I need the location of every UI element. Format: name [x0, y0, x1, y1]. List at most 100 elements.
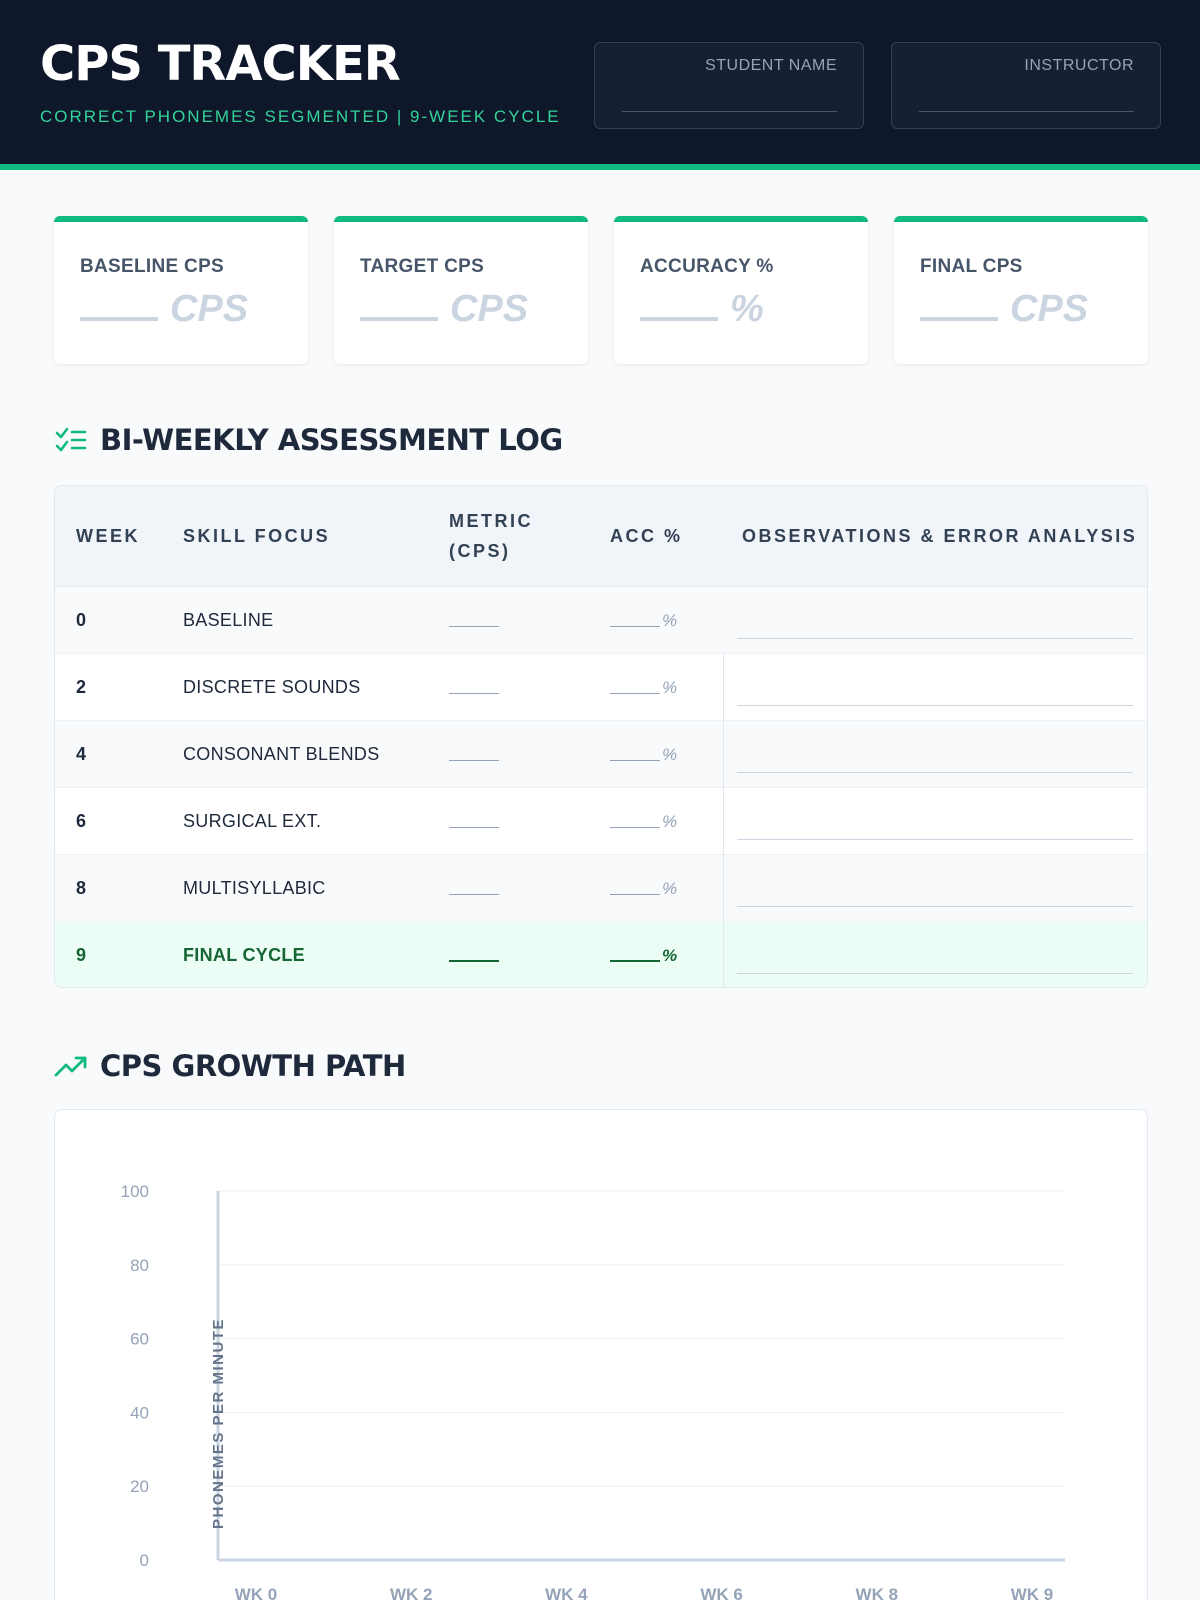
stat-card-accuracy: ACCURACY % % [614, 216, 868, 364]
column-header-skill: SKILL FOCUS [183, 526, 331, 546]
instructor-field[interactable]: INSTRUCTOR [891, 42, 1161, 129]
skill-cell: BASELINE [183, 610, 274, 630]
skill-cell: CONSONANT BLENDS [183, 744, 380, 764]
week-cell: 6 [76, 811, 87, 831]
x-tick-label: WK 6 [700, 1585, 743, 1600]
metric-input[interactable] [449, 855, 499, 922]
table-row: 6 SURGICAL EXT.% [55, 788, 1147, 855]
metric-blank[interactable] [449, 883, 499, 895]
stat-blank[interactable] [920, 289, 998, 321]
page-subtitle: CORRECT PHONEMES SEGMENTED | 9-WEEK CYCL… [40, 107, 561, 126]
metric-input[interactable] [449, 922, 499, 987]
section-title: BI-WEEKLY ASSESSMENT LOG [100, 423, 563, 457]
observations-input[interactable] [737, 705, 1133, 706]
stat-label: TARGET CPS [360, 256, 485, 277]
instructor-line [919, 111, 1134, 112]
accuracy-blank[interactable] [610, 883, 660, 895]
stat-unit: CPS [170, 288, 249, 330]
percent-sign: % [662, 610, 678, 630]
accuracy-blank[interactable] [610, 816, 660, 828]
accuracy-input[interactable]: % [610, 788, 677, 855]
accuracy-input[interactable]: % [610, 654, 677, 721]
metric-blank[interactable] [449, 950, 499, 962]
growth-path-heading: CPS GROWTH PATH [54, 1048, 406, 1084]
column-header-acc: ACC % [610, 526, 683, 546]
week-cell: 2 [76, 677, 87, 697]
observations-input[interactable] [737, 772, 1133, 773]
skill-cell: MULTISYLLABIC [183, 878, 326, 898]
stat-label: BASELINE CPS [80, 256, 225, 277]
table-row: 9 FINAL CYCLE% [55, 922, 1147, 987]
y-tick-label: 20 [130, 1477, 149, 1496]
column-header-metric: METRIC (CPS) [449, 506, 533, 566]
percent-sign: % [662, 878, 678, 898]
table-header: WEEK SKILL FOCUS METRIC (CPS) ACC % OBSE… [55, 486, 1147, 587]
accuracy-blank[interactable] [610, 682, 660, 694]
stat-value[interactable]: CPS [920, 288, 1088, 331]
observations-input[interactable] [737, 638, 1133, 639]
stat-value[interactable]: % [640, 288, 764, 331]
stat-blank[interactable] [640, 289, 718, 321]
metric-blank[interactable] [449, 615, 499, 627]
accuracy-input[interactable]: % [610, 721, 677, 788]
x-tick-label: WK 8 [856, 1585, 899, 1600]
stat-value[interactable]: CPS [80, 288, 248, 331]
growth-chart-panel: 100 80 60 40 20 0 PHONEMES PER MINUTE WK 0 WK 2 W… [54, 1109, 1148, 1600]
percent-sign: % [662, 945, 678, 965]
stat-unit: CPS [450, 288, 529, 330]
y-tick-label: 80 [130, 1256, 149, 1275]
x-tick-label: WK 0 [235, 1585, 278, 1600]
column-header-week: WEEK [76, 526, 140, 546]
assessment-log-heading: BI-WEEKLY ASSESSMENT LOG [54, 422, 563, 458]
trending-up-icon [54, 1056, 87, 1077]
metric-blank[interactable] [449, 749, 499, 761]
metric-input[interactable] [449, 587, 499, 654]
table-row: 8 MULTISYLLABIC% [55, 855, 1147, 922]
y-tick-label: 60 [130, 1330, 149, 1349]
accuracy-input[interactable]: % [610, 587, 677, 654]
stat-label: ACCURACY % [640, 256, 774, 277]
stat-blank[interactable] [360, 289, 438, 321]
metric-input[interactable] [449, 721, 499, 788]
x-tick-label: WK 9 [1011, 1585, 1054, 1600]
stat-value[interactable]: CPS [360, 288, 528, 331]
skill-cell: SURGICAL EXT. [183, 811, 322, 831]
metric-blank[interactable] [449, 682, 499, 694]
metric-input[interactable] [449, 788, 499, 855]
week-cell: 4 [76, 744, 87, 764]
stat-label: FINAL CPS [920, 256, 1023, 277]
x-tick-label: WK 2 [390, 1585, 433, 1600]
observations-input[interactable] [737, 973, 1133, 974]
instructor-label: INSTRUCTOR [1024, 57, 1134, 74]
accuracy-blank[interactable] [610, 950, 660, 962]
accuracy-blank[interactable] [610, 615, 660, 627]
skill-cell: FINAL CYCLE [183, 945, 305, 965]
student-name-label: STUDENT NAME [705, 57, 837, 74]
accuracy-input[interactable]: % [610, 855, 677, 922]
accuracy-blank[interactable] [610, 749, 660, 761]
observations-input[interactable] [737, 839, 1133, 840]
stat-card-target: TARGET CPS CPS [334, 216, 588, 364]
skill-cell: DISCRETE SOUNDS [183, 677, 361, 697]
stat-unit: CPS [1010, 288, 1089, 330]
stat-card-baseline: BASELINE CPS CPS [54, 216, 308, 364]
column-header-metric-line1: METRIC [449, 511, 533, 531]
y-tick-label: 0 [140, 1551, 149, 1570]
y-tick-label: 40 [130, 1403, 149, 1422]
table-row: 0 BASELINE% [55, 587, 1147, 654]
percent-sign: % [662, 811, 678, 831]
observations-input[interactable] [737, 906, 1133, 907]
week-cell: 9 [76, 945, 87, 965]
y-tick-label: 100 [121, 1182, 149, 1201]
column-header-observations: OBSERVATIONS & ERROR ANALYSIS [742, 526, 1138, 546]
week-cell: 8 [76, 878, 87, 898]
accuracy-input[interactable]: % [610, 922, 678, 987]
page-title: CPS TRACKER [40, 36, 401, 92]
column-header-metric-line2: (CPS) [449, 541, 511, 561]
metric-input[interactable] [449, 654, 499, 721]
section-title: CPS GROWTH PATH [100, 1049, 406, 1083]
stat-blank[interactable] [80, 289, 158, 321]
metric-blank[interactable] [449, 816, 499, 828]
student-name-field[interactable]: STUDENT NAME [594, 42, 864, 129]
y-axis-label: PHONEMES PER MINUTE [210, 1318, 227, 1529]
